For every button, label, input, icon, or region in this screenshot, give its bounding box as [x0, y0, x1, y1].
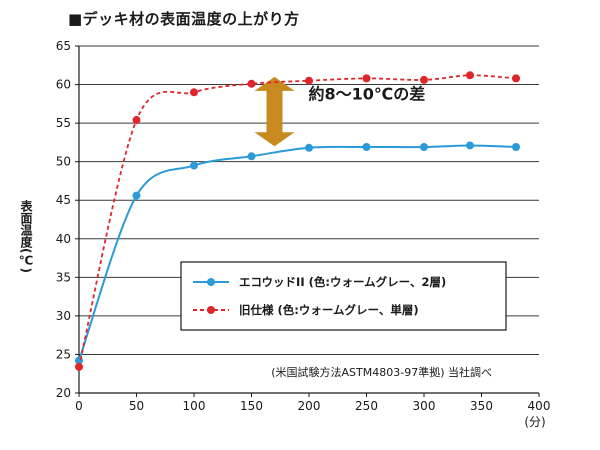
y-axis-label: 表面温度(℃) — [19, 200, 33, 273]
x-tick-label: 0 — [75, 399, 83, 413]
x-tick-label: 200 — [298, 399, 321, 413]
legend-box — [180, 261, 507, 331]
y-tick-label: 35 — [56, 270, 71, 284]
data-point-s0-6 — [420, 143, 428, 152]
data-point-s1-0 — [75, 362, 83, 371]
plot-background — [79, 46, 539, 393]
data-point-s0-3 — [247, 152, 256, 161]
x-tick-label: 50 — [129, 399, 144, 413]
data-point-s0-1 — [132, 191, 141, 200]
y-tick-label: 55 — [56, 116, 71, 130]
y-tick-label: 40 — [56, 232, 71, 246]
data-point-s0-4 — [305, 143, 313, 152]
data-point-s1-4 — [305, 76, 313, 85]
y-tick-label: 50 — [56, 155, 71, 169]
data-point-s1-3 — [247, 79, 256, 88]
difference-arrow-0 — [254, 76, 295, 147]
data-point-s1-2 — [190, 88, 198, 97]
x-axis-label: (分) — [524, 415, 545, 429]
source-note: (米国試験方法ASTM4803-97準拠) 当社調べ — [271, 365, 492, 379]
legend-label-0: エコウッドII (色:ウォームグレー、2層) — [239, 275, 446, 289]
y-tick-label: 20 — [56, 386, 71, 400]
legend-swatch-marker-1 — [207, 306, 215, 314]
x-tick-label: 300 — [413, 399, 436, 413]
data-point-s1-6 — [420, 75, 428, 84]
y-tick-label: 60 — [56, 78, 71, 92]
x-tick-label: 350 — [470, 399, 493, 413]
y-tick-label: 45 — [56, 193, 71, 207]
data-point-s1-8 — [512, 74, 520, 83]
data-point-s0-5 — [362, 143, 371, 152]
x-tick-label: 100 — [183, 399, 206, 413]
data-point-s0-2 — [190, 161, 198, 170]
legend-label-1: 旧仕様 (色:ウォームグレー、単層) — [239, 303, 419, 317]
data-point-s0-7 — [466, 141, 474, 150]
y-tick-label: 25 — [56, 347, 71, 361]
chart-title: ■デッキ材の表面温度の上がり方 — [68, 10, 300, 28]
difference-annotation-label: 約8〜10℃の差 — [309, 85, 426, 104]
series-line-0 — [78, 144, 517, 361]
data-point-s0-8 — [512, 143, 520, 152]
x-tick-label: 250 — [355, 399, 378, 413]
data-point-s1-1 — [132, 116, 141, 125]
x-tick-label: 150 — [240, 399, 263, 413]
legend-swatch-marker-0 — [207, 278, 215, 286]
y-tick-label: 65 — [56, 39, 71, 53]
data-point-s1-7 — [466, 71, 474, 80]
x-tick-label: 400 — [528, 399, 551, 413]
data-point-s1-5 — [362, 74, 371, 83]
y-tick-label: 30 — [56, 309, 71, 323]
